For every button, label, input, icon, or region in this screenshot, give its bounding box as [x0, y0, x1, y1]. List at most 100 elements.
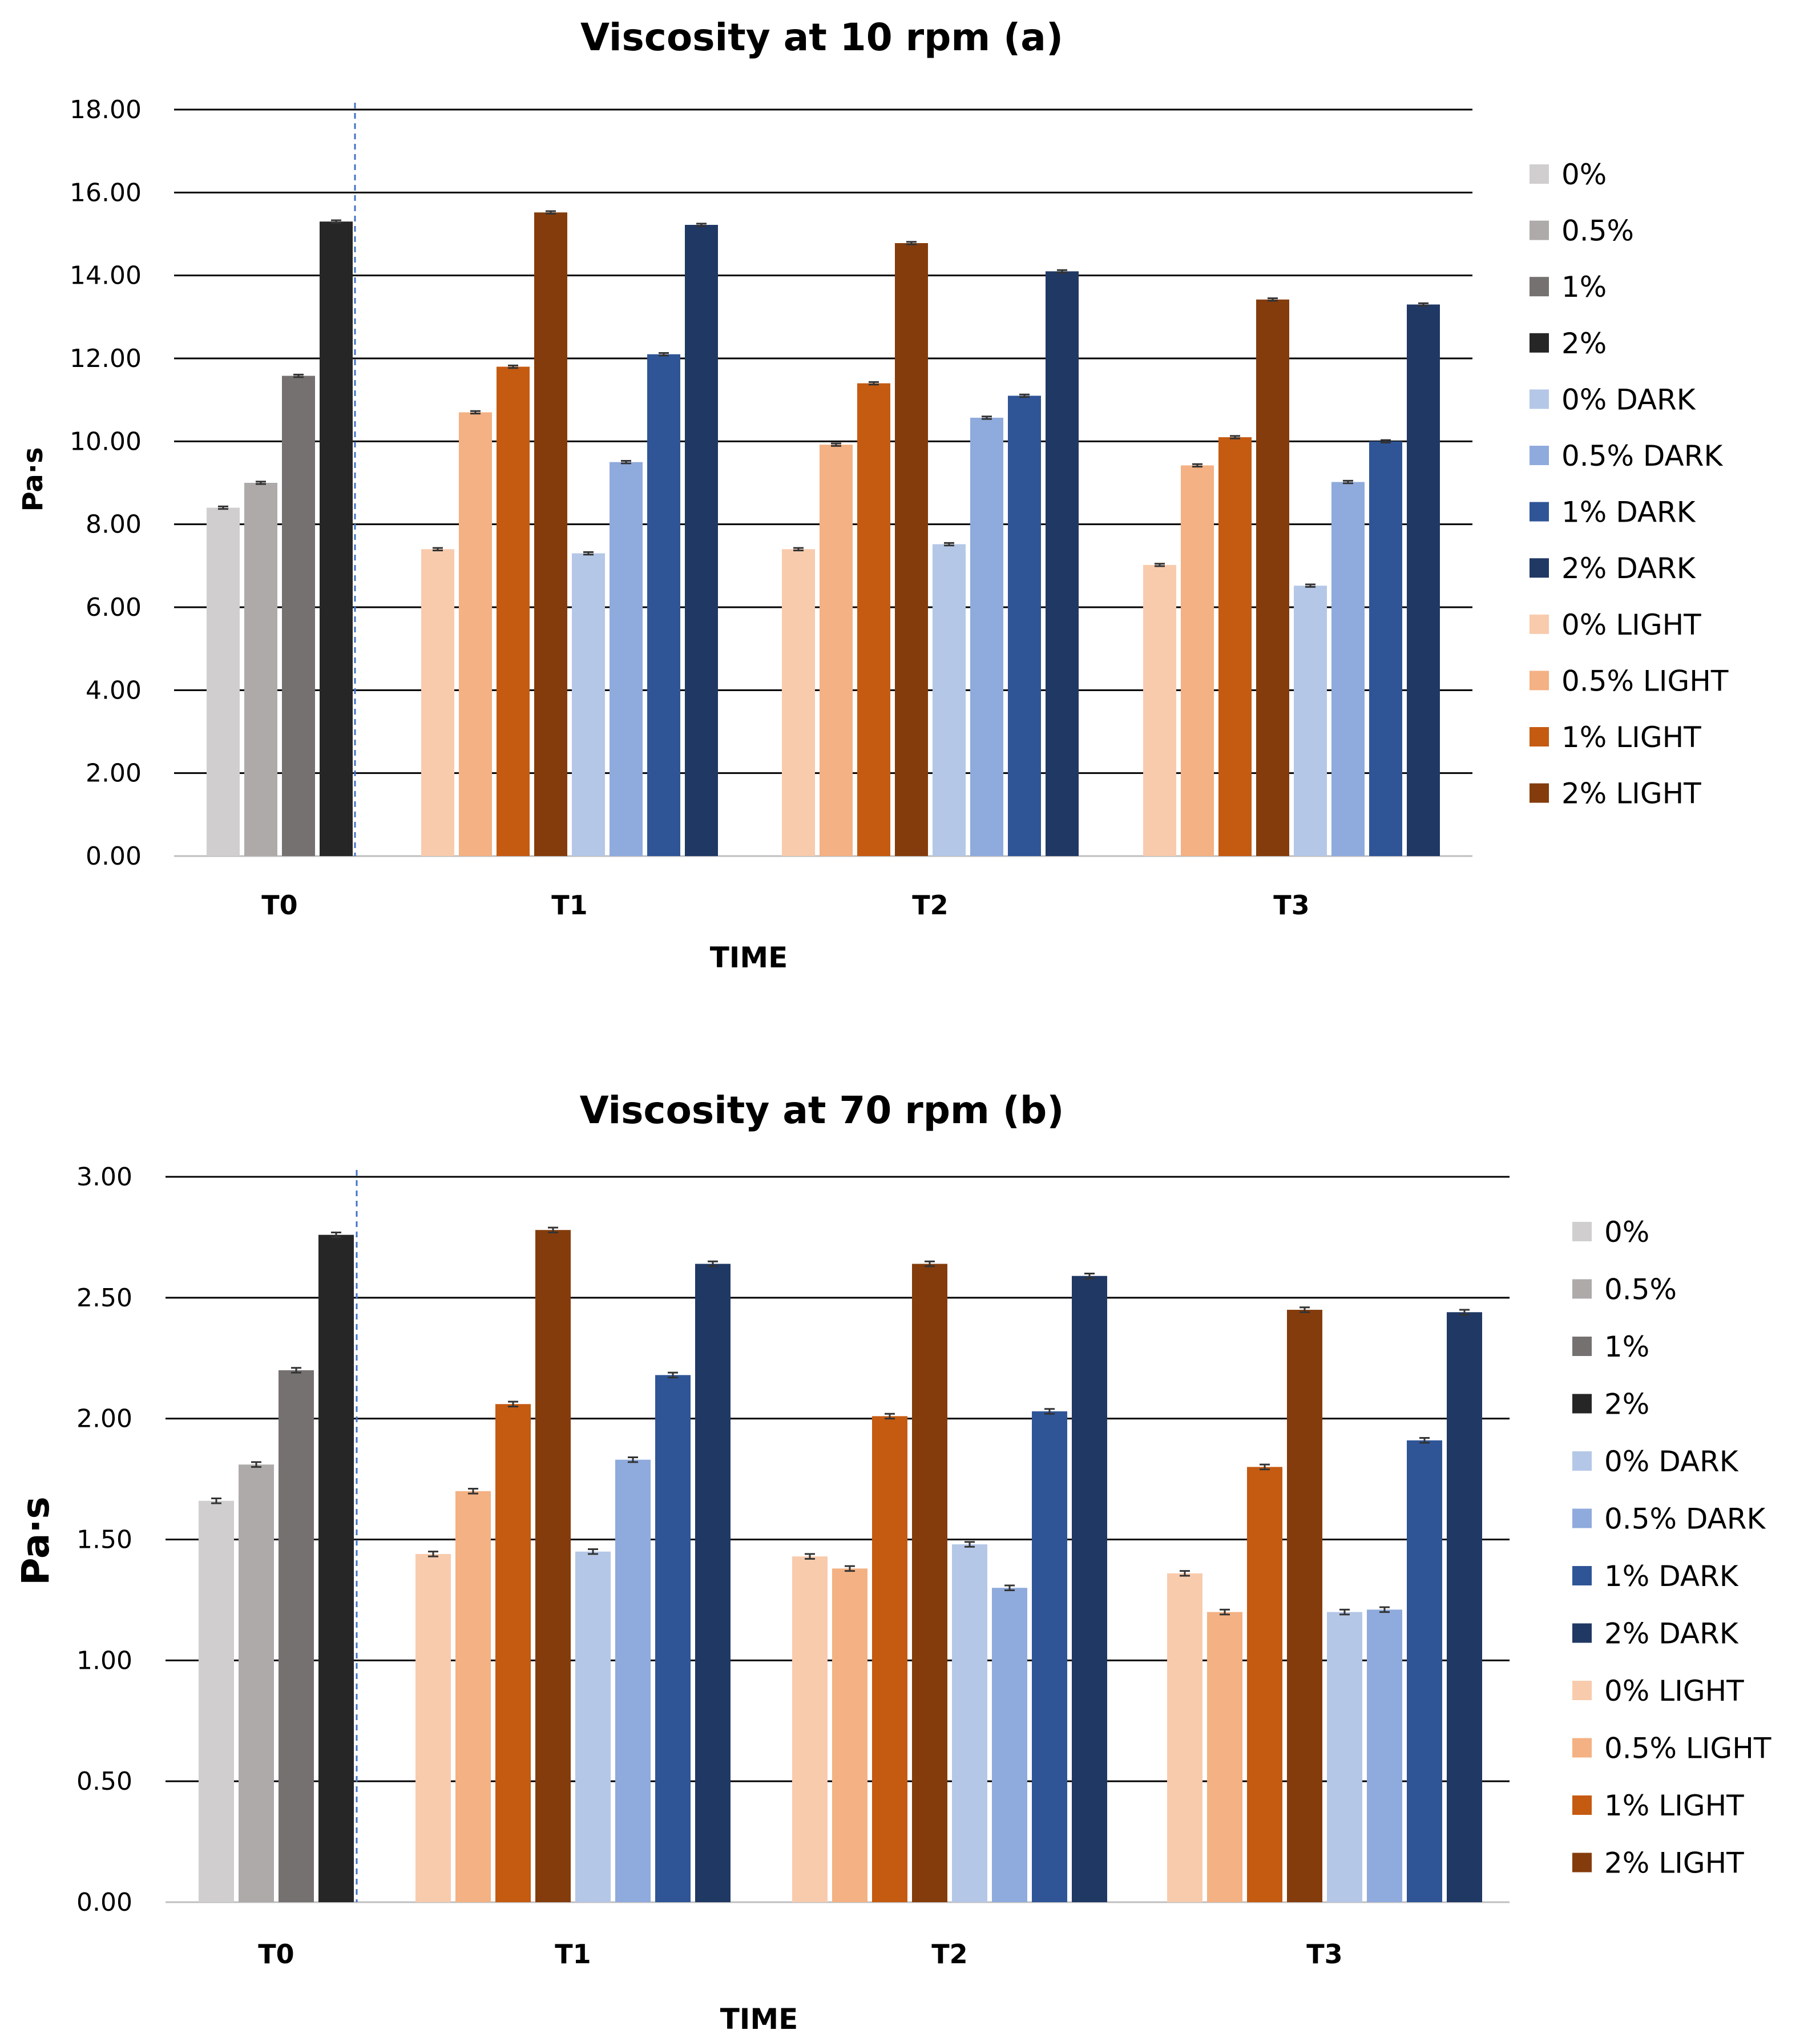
error-bar	[1084, 1272, 1095, 1280]
legend-swatch	[1572, 1279, 1592, 1299]
legend-swatch	[1530, 164, 1549, 184]
legend-item: 2% DARK	[1572, 1617, 1739, 1650]
error-bar	[1192, 463, 1202, 468]
error-bar	[548, 1226, 558, 1233]
bar-t1-0-light	[421, 549, 454, 856]
error-bar	[508, 364, 518, 369]
legend-swatch	[1530, 614, 1549, 634]
error-bar	[218, 505, 228, 510]
category-labels: T0 T1 T2 T3	[261, 890, 1309, 921]
error-bar	[982, 415, 992, 420]
bar-t1-1-light	[497, 366, 530, 856]
legend-item: 1%	[1530, 271, 1607, 304]
legend-swatch	[1530, 446, 1549, 465]
legend-item: 2%	[1572, 1388, 1649, 1421]
error-bar	[885, 1413, 895, 1420]
error-bar	[1155, 563, 1165, 567]
bar-t2-0-light	[792, 1556, 828, 1902]
bar-t3-0-5-light	[1207, 1612, 1242, 1902]
bar-t2-2-light	[895, 243, 928, 856]
error-bar	[293, 373, 304, 378]
bar-t1-2-dark	[695, 1264, 731, 1902]
bar-t3-0-5-dark	[1367, 1609, 1402, 1902]
error-bar	[696, 223, 707, 227]
category-label-t2: T2	[912, 890, 948, 921]
legend-label: 0%	[1561, 158, 1607, 191]
bar-t2-1-dark	[1032, 1411, 1067, 1902]
chart-title: Viscosity at 70 rpm (b)	[580, 1088, 1064, 1132]
legend-item: 1% LIGHT	[1530, 721, 1701, 754]
error-bar	[621, 459, 631, 465]
legend-item: 2%	[1530, 327, 1607, 360]
error-bar	[428, 1551, 438, 1557]
bar-t2-0-5-light	[820, 445, 853, 856]
legend: 0% 0.5% 1% 2% 0% DARK 0.5% DARK 1% DARK 2% DARK…	[1572, 1216, 1771, 1880]
bar-t2-0-dark	[933, 544, 966, 856]
error-bar	[1230, 435, 1240, 439]
legend-swatch	[1530, 220, 1549, 240]
category-labels: T0 T1 T2 T3	[258, 1939, 1342, 1970]
legend-swatch	[1530, 671, 1549, 691]
error-bar	[468, 1488, 478, 1495]
error-bar	[291, 1367, 301, 1374]
error-bar	[211, 1497, 221, 1504]
legend-swatch	[1572, 1853, 1592, 1872]
legend-swatch	[1530, 558, 1549, 578]
legend-label: 1% LIGHT	[1604, 1789, 1744, 1822]
legend-item: 0.5% LIGHT	[1530, 664, 1729, 697]
x-axis-label: TIME	[710, 941, 788, 974]
legend-label: 1% LIGHT	[1561, 721, 1701, 754]
legend-swatch	[1530, 502, 1549, 522]
bar-t3-1-light	[1218, 437, 1252, 856]
y-tick-label: 0.50	[76, 1767, 132, 1796]
legend-label: 0.5% DARK	[1604, 1503, 1766, 1536]
bar-t0-1	[279, 1370, 314, 1902]
legend-label: 2% LIGHT	[1561, 777, 1701, 810]
error-bar	[1044, 1408, 1055, 1415]
bar-t0-0	[199, 1500, 234, 1902]
bar-t2-0-5-dark	[992, 1588, 1027, 1902]
legend-item: 0% LIGHT	[1530, 608, 1701, 641]
bar-t0-2	[318, 1234, 354, 1902]
legend: 0% 0.5% 1% 2% 0% DARK 0.5% DARK 1% DARK 2% DARK…	[1530, 158, 1729, 810]
bar-t2-0-dark	[952, 1544, 987, 1902]
bar-t0-0	[207, 507, 240, 856]
legend-item: 0.5% LIGHT	[1572, 1732, 1771, 1765]
bars	[207, 210, 1440, 857]
error-bar	[906, 241, 917, 245]
error-bar	[925, 1260, 935, 1268]
bar-t3-2-dark	[1447, 1312, 1482, 1902]
error-bar	[793, 547, 804, 551]
legend-swatch	[1572, 1508, 1592, 1528]
legend-label: 0.5%	[1604, 1273, 1677, 1306]
error-bar	[805, 1553, 815, 1560]
legend-item: 0.5%	[1530, 215, 1634, 248]
legend-swatch	[1572, 1738, 1592, 1758]
y-tick-label: 2.50	[76, 1284, 132, 1313]
category-label-t3: T3	[1273, 890, 1309, 921]
error-bar	[1419, 1437, 1430, 1444]
bar-t1-1-dark	[647, 354, 680, 856]
error-bar	[1305, 583, 1315, 588]
error-bar	[1379, 1606, 1390, 1613]
bar-t1-2-light	[535, 1230, 571, 1902]
category-label-t2: T2	[931, 1939, 967, 1970]
bar-t2-2-dark	[1046, 271, 1079, 856]
bar-t0-0-5	[239, 1464, 274, 1902]
y-axis-label: Pa·s	[17, 447, 49, 511]
legend-item: 0% DARK	[1530, 383, 1696, 416]
bar-t1-2-dark	[685, 225, 718, 857]
error-bar	[508, 1401, 518, 1407]
y-tick-label: 14.00	[70, 261, 142, 290]
y-tick-label: 10.00	[70, 427, 142, 456]
legend-label: 1% DARK	[1604, 1560, 1739, 1593]
error-bar	[588, 1548, 598, 1555]
error-bar	[659, 352, 669, 357]
bar-t3-0-light	[1167, 1573, 1202, 1902]
legend-item: 2% DARK	[1530, 552, 1696, 585]
error-bar	[1459, 1309, 1470, 1315]
chart-title: Viscosity at 10 rpm (a)	[580, 15, 1063, 59]
y-tick-label: 0.00	[86, 842, 142, 871]
bar-t2-0-light	[782, 549, 815, 856]
